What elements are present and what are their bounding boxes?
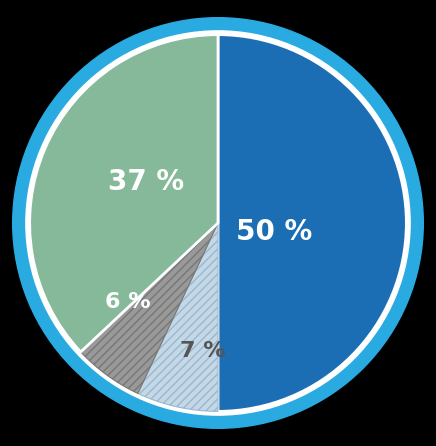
Wedge shape [218,35,406,411]
Text: 50 %: 50 % [236,219,313,247]
Wedge shape [30,35,218,352]
Text: 37 %: 37 % [109,168,184,195]
Wedge shape [81,223,218,393]
Text: 6 %: 6 % [105,292,150,312]
Text: 7 %: 7 % [180,341,226,361]
Circle shape [13,18,423,428]
Circle shape [26,31,410,415]
Wedge shape [138,223,218,411]
